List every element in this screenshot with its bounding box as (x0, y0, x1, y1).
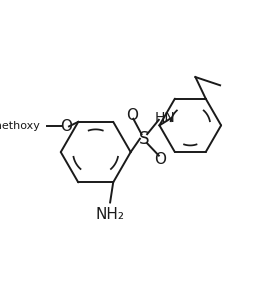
Text: O: O (126, 108, 138, 123)
Text: methoxy: methoxy (0, 121, 40, 132)
Text: O: O (155, 152, 167, 167)
Text: S: S (139, 130, 149, 148)
Text: NH₂: NH₂ (96, 207, 125, 221)
Text: O: O (60, 119, 72, 134)
Text: HN: HN (154, 111, 175, 125)
